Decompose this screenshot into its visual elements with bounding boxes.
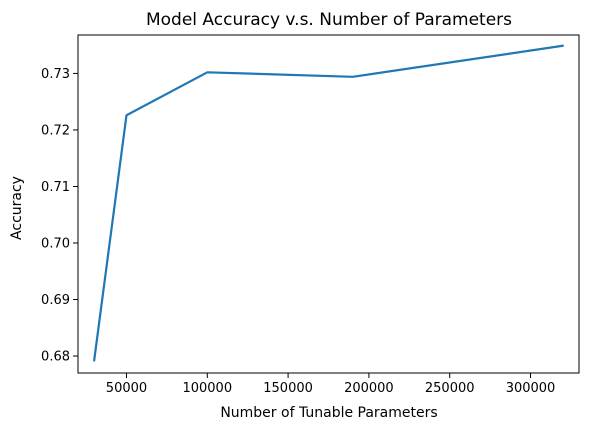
- y-tick-label: 0.72: [41, 123, 70, 138]
- series-layer: [93, 44, 564, 362]
- y-axis-label: Accuracy: [9, 176, 25, 240]
- x-tick-label: 150000: [263, 381, 313, 396]
- x-axis-label: Number of Tunable Parameters: [220, 405, 437, 421]
- y-tick-label: 0.71: [41, 180, 70, 195]
- x-tick-label: 300000: [506, 381, 556, 396]
- x-tick-label: 250000: [425, 381, 475, 396]
- plot-area: 50000 100000 150000 200000 250000 300000 0.68 0…: [41, 34, 580, 396]
- x-tick-label: 200000: [344, 381, 394, 396]
- x-tick-label: 100000: [182, 381, 232, 396]
- axes-frame: [77, 34, 580, 374]
- y-tick-label: 0.73: [41, 67, 70, 82]
- y-tick-label: 0.68: [41, 350, 70, 365]
- axis-layer: 50000 100000 150000 200000 250000 300000 0.68 0…: [41, 34, 580, 396]
- series-line-1: [93, 44, 564, 362]
- y-tick-label: 0.69: [41, 293, 70, 308]
- chart-title: Model Accuracy v.s. Number of Parameters: [146, 10, 512, 30]
- y-tick-label: 0.70: [41, 237, 70, 252]
- x-tick-label: 50000: [106, 381, 147, 396]
